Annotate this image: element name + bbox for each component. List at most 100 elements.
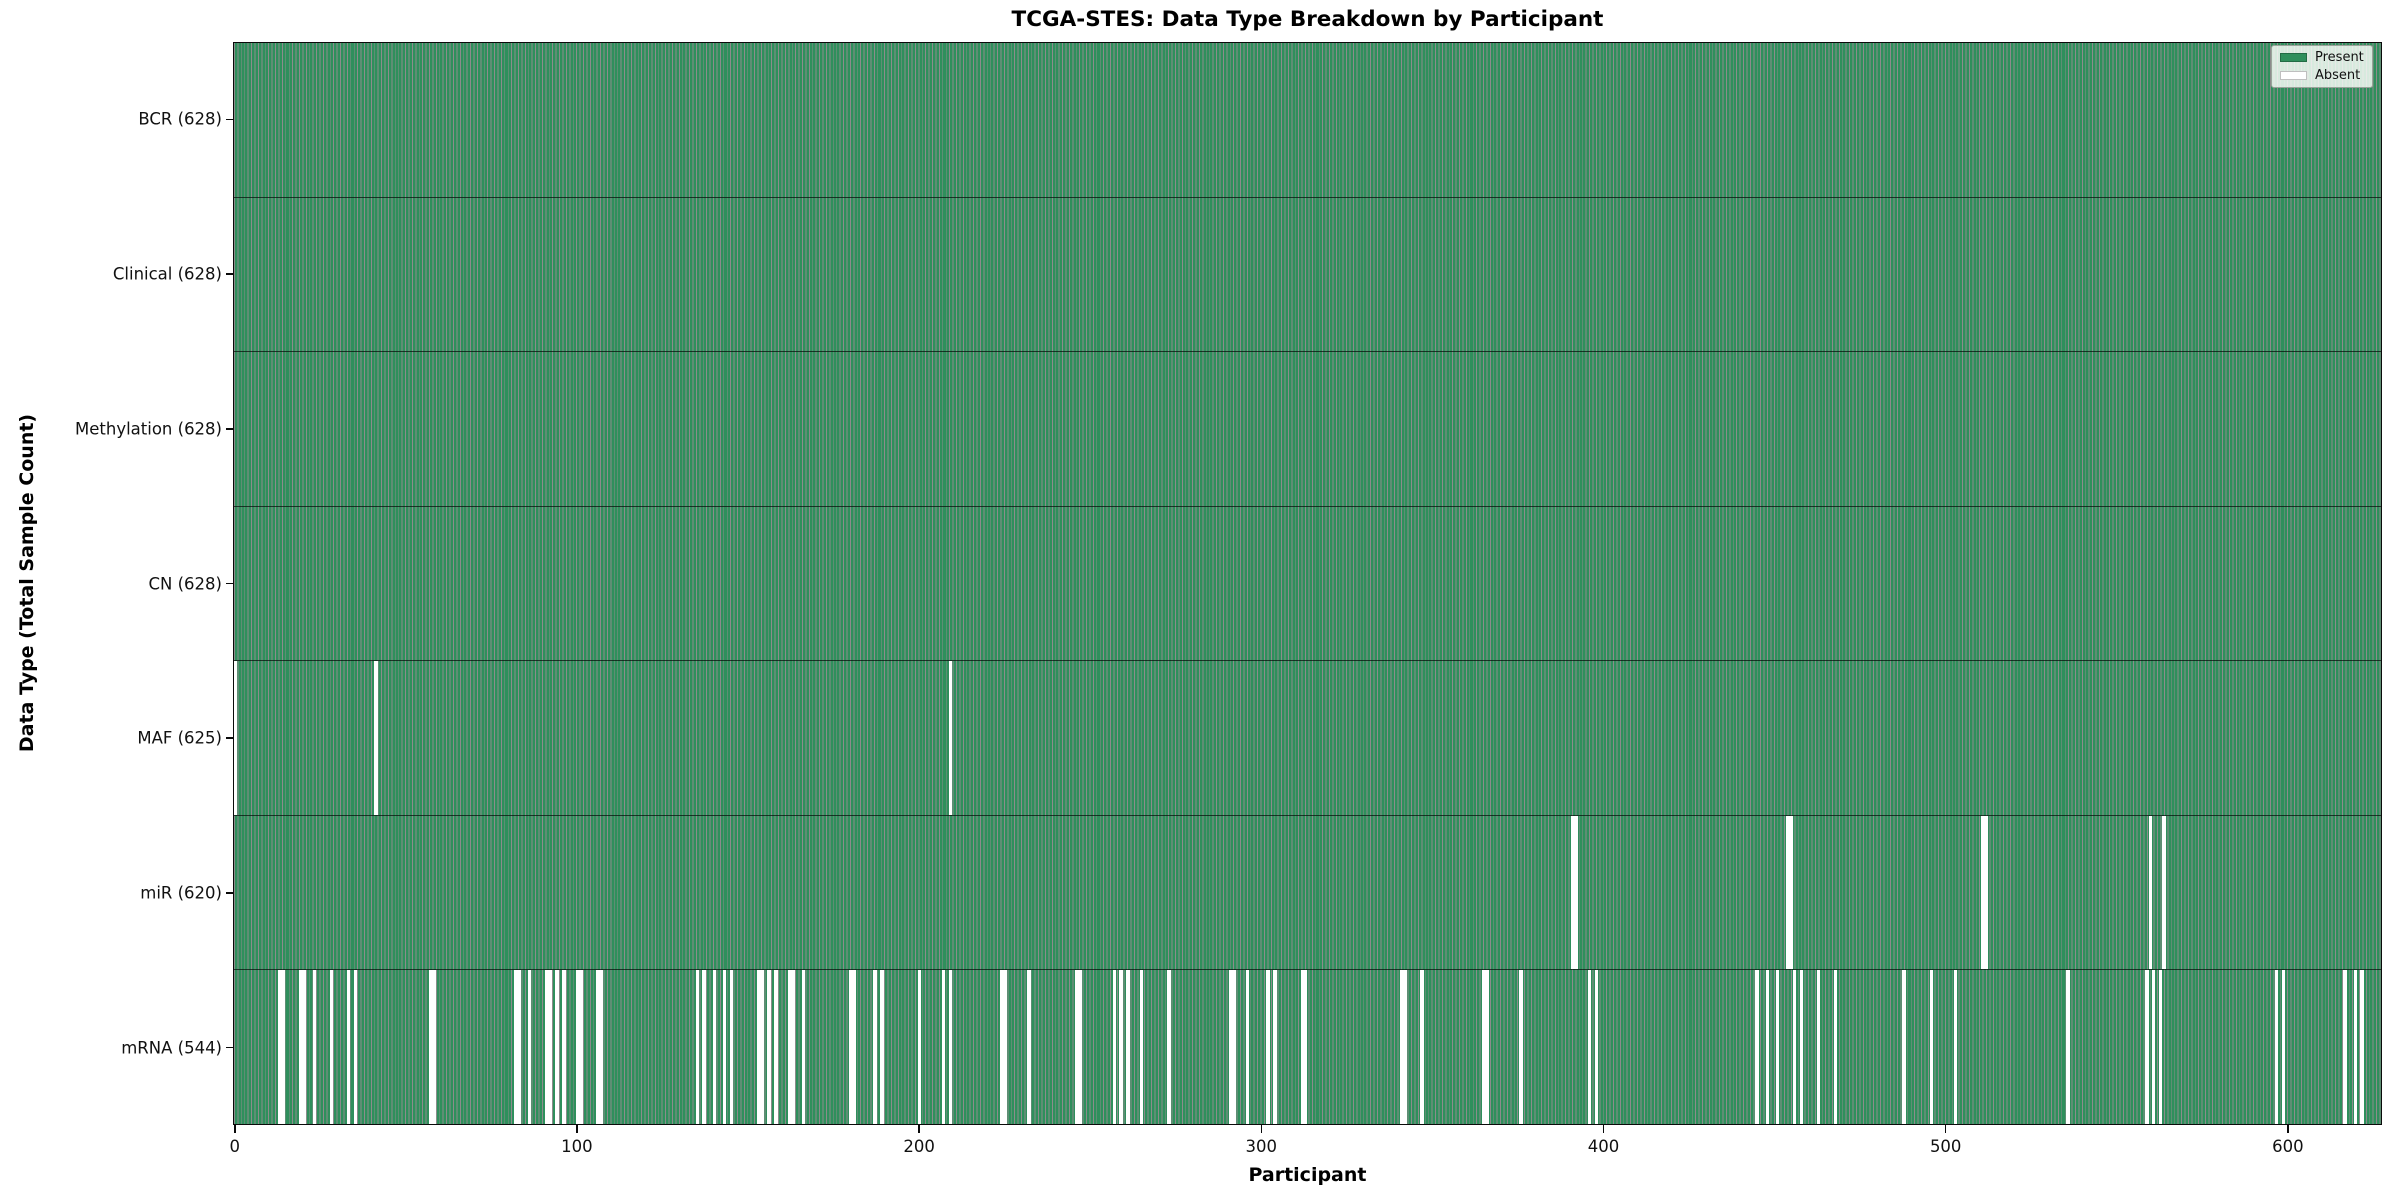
absent-stripe bbox=[312, 970, 317, 1125]
y-tick-mark bbox=[226, 737, 233, 739]
absent-stripe bbox=[1953, 970, 1958, 1125]
absent-stripe bbox=[1902, 970, 1906, 1125]
absent-stripe bbox=[302, 970, 306, 1125]
absent-stripe bbox=[1300, 970, 1305, 1125]
absent-stripe bbox=[1594, 970, 1599, 1125]
absent-stripe bbox=[767, 970, 771, 1125]
x-tick-label: 0 bbox=[229, 1137, 240, 1156]
absent-stripe bbox=[1984, 815, 1988, 970]
absent-stripe bbox=[948, 661, 952, 815]
absent-stripe bbox=[2145, 970, 2149, 1125]
x-tick-mark bbox=[1260, 1125, 1263, 1133]
absent-stripe bbox=[873, 970, 877, 1125]
absent-stripe bbox=[2066, 970, 2070, 1125]
y-tick-mark bbox=[226, 118, 233, 121]
absent-stripe bbox=[2275, 970, 2279, 1125]
absent-stripe bbox=[2343, 970, 2347, 1125]
absent-stripe bbox=[1232, 970, 1236, 1125]
absent-stripe bbox=[1027, 970, 1031, 1125]
absent-stripe bbox=[298, 970, 303, 1125]
absent-stripe bbox=[1403, 970, 1407, 1125]
absent-stripe bbox=[548, 970, 552, 1125]
absent-stripe bbox=[1755, 970, 1759, 1125]
x-tick-label: 600 bbox=[2272, 1137, 2304, 1156]
absent-stripe bbox=[517, 970, 522, 1125]
absent-stripe bbox=[2360, 970, 2364, 1125]
x-tick-mark bbox=[1602, 1125, 1605, 1133]
absent-stripe bbox=[917, 970, 922, 1125]
absent-stripe bbox=[575, 970, 580, 1125]
y-axis-label: Data Type (Total Sample Count) bbox=[16, 413, 38, 753]
absent-stripe bbox=[1119, 970, 1123, 1125]
absent-stripe bbox=[729, 970, 734, 1125]
y-tick-mark bbox=[226, 427, 233, 430]
absent-stripe bbox=[2158, 970, 2163, 1125]
heatmap-row-mir bbox=[234, 814, 2381, 970]
absent-stripe bbox=[1786, 815, 1790, 970]
absent-stripe bbox=[1245, 970, 1250, 1125]
absent-stripe bbox=[1481, 970, 1486, 1125]
heatmap-row-cn bbox=[234, 505, 2381, 661]
x-tick-mark bbox=[918, 1125, 920, 1133]
absent-stripe bbox=[941, 970, 946, 1125]
x-tick-label: 300 bbox=[1245, 1137, 1278, 1156]
absent-stripe bbox=[760, 970, 764, 1125]
absent-stripe bbox=[1799, 970, 1804, 1125]
y-tick-mark bbox=[226, 892, 233, 894]
y-tick-mark bbox=[226, 1046, 233, 1049]
absent-stripe bbox=[1078, 970, 1082, 1125]
absent-stripe bbox=[374, 661, 378, 815]
x-tick-label: 400 bbox=[1587, 1137, 1620, 1156]
absent-stripe bbox=[999, 970, 1004, 1125]
y-tick-mark bbox=[226, 273, 233, 275]
heatmap-row-mrna bbox=[234, 969, 2381, 1125]
absent-stripe bbox=[1519, 970, 1523, 1125]
absent-stripe bbox=[1273, 970, 1277, 1125]
absent-stripe bbox=[2162, 815, 2166, 970]
heatmap-row-bcr bbox=[234, 43, 2381, 197]
absent-stripe bbox=[599, 970, 604, 1125]
y-tick-mark bbox=[226, 582, 233, 585]
absent-stripe bbox=[852, 970, 857, 1125]
x-tick-label: 100 bbox=[561, 1137, 593, 1156]
absent-stripe bbox=[2148, 815, 2152, 970]
absent-stripe bbox=[787, 970, 792, 1125]
absent-stripe bbox=[278, 970, 282, 1125]
heatmap-row-methylation bbox=[234, 351, 2381, 506]
absent-stripe bbox=[1228, 970, 1233, 1125]
legend-swatch-absent bbox=[2280, 71, 2307, 80]
absent-stripe bbox=[545, 970, 549, 1125]
absent-stripe bbox=[1775, 970, 1780, 1125]
legend-label: Absent bbox=[2315, 68, 2361, 83]
absent-stripe bbox=[1833, 970, 1838, 1125]
absent-stripe bbox=[555, 970, 559, 1125]
absent-stripe bbox=[579, 970, 583, 1125]
y-tick-label-maf: MAF (625) bbox=[137, 728, 222, 748]
absent-stripe bbox=[1981, 815, 1985, 970]
absent-stripe bbox=[346, 970, 351, 1125]
heatmap-row-maf bbox=[234, 660, 2381, 815]
heatmap-row-clinical bbox=[234, 196, 2381, 352]
absent-stripe bbox=[1399, 970, 1404, 1125]
absent-stripe bbox=[1003, 970, 1007, 1125]
absent-stripe bbox=[1266, 970, 1270, 1125]
absent-stripe bbox=[1789, 815, 1793, 970]
absent-stripe bbox=[1167, 970, 1171, 1125]
legend-swatch-present bbox=[2280, 53, 2307, 62]
absent-stripe bbox=[695, 970, 699, 1125]
plot-area bbox=[233, 42, 2382, 1125]
absent-stripe bbox=[774, 970, 778, 1125]
x-tick-mark bbox=[233, 1125, 236, 1133]
absent-stripe bbox=[281, 970, 286, 1125]
absent-stripe bbox=[1139, 970, 1144, 1125]
absent-stripe bbox=[849, 970, 853, 1125]
legend: Present Absent bbox=[2271, 45, 2373, 88]
y-tick-label-mir: miR (620) bbox=[140, 883, 222, 903]
absent-stripe bbox=[514, 970, 518, 1125]
x-tick-mark bbox=[576, 1125, 578, 1133]
x-tick-mark bbox=[2287, 1125, 2289, 1133]
x-tick-label: 500 bbox=[1929, 1137, 1962, 1156]
absent-stripe bbox=[528, 970, 532, 1125]
absent-stripe bbox=[757, 970, 761, 1125]
